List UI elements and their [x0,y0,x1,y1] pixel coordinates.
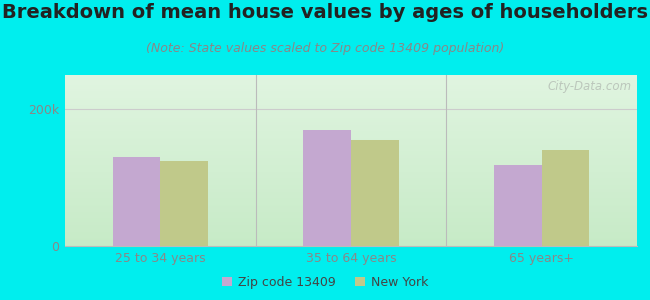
Bar [351,140,398,246]
Bar [494,165,541,246]
Legend: Zip code 13409, New York: Zip code 13409, New York [217,271,433,294]
Text: Breakdown of mean house values by ages of householders: Breakdown of mean house values by ages o… [2,3,648,22]
Bar [541,150,590,246]
Bar [161,160,208,246]
Text: City-Data.com: City-Data.com [547,80,631,93]
Bar [112,157,161,246]
Text: (Note: State values scaled to Zip code 13409 population): (Note: State values scaled to Zip code 1… [146,42,504,55]
Bar [304,130,351,246]
